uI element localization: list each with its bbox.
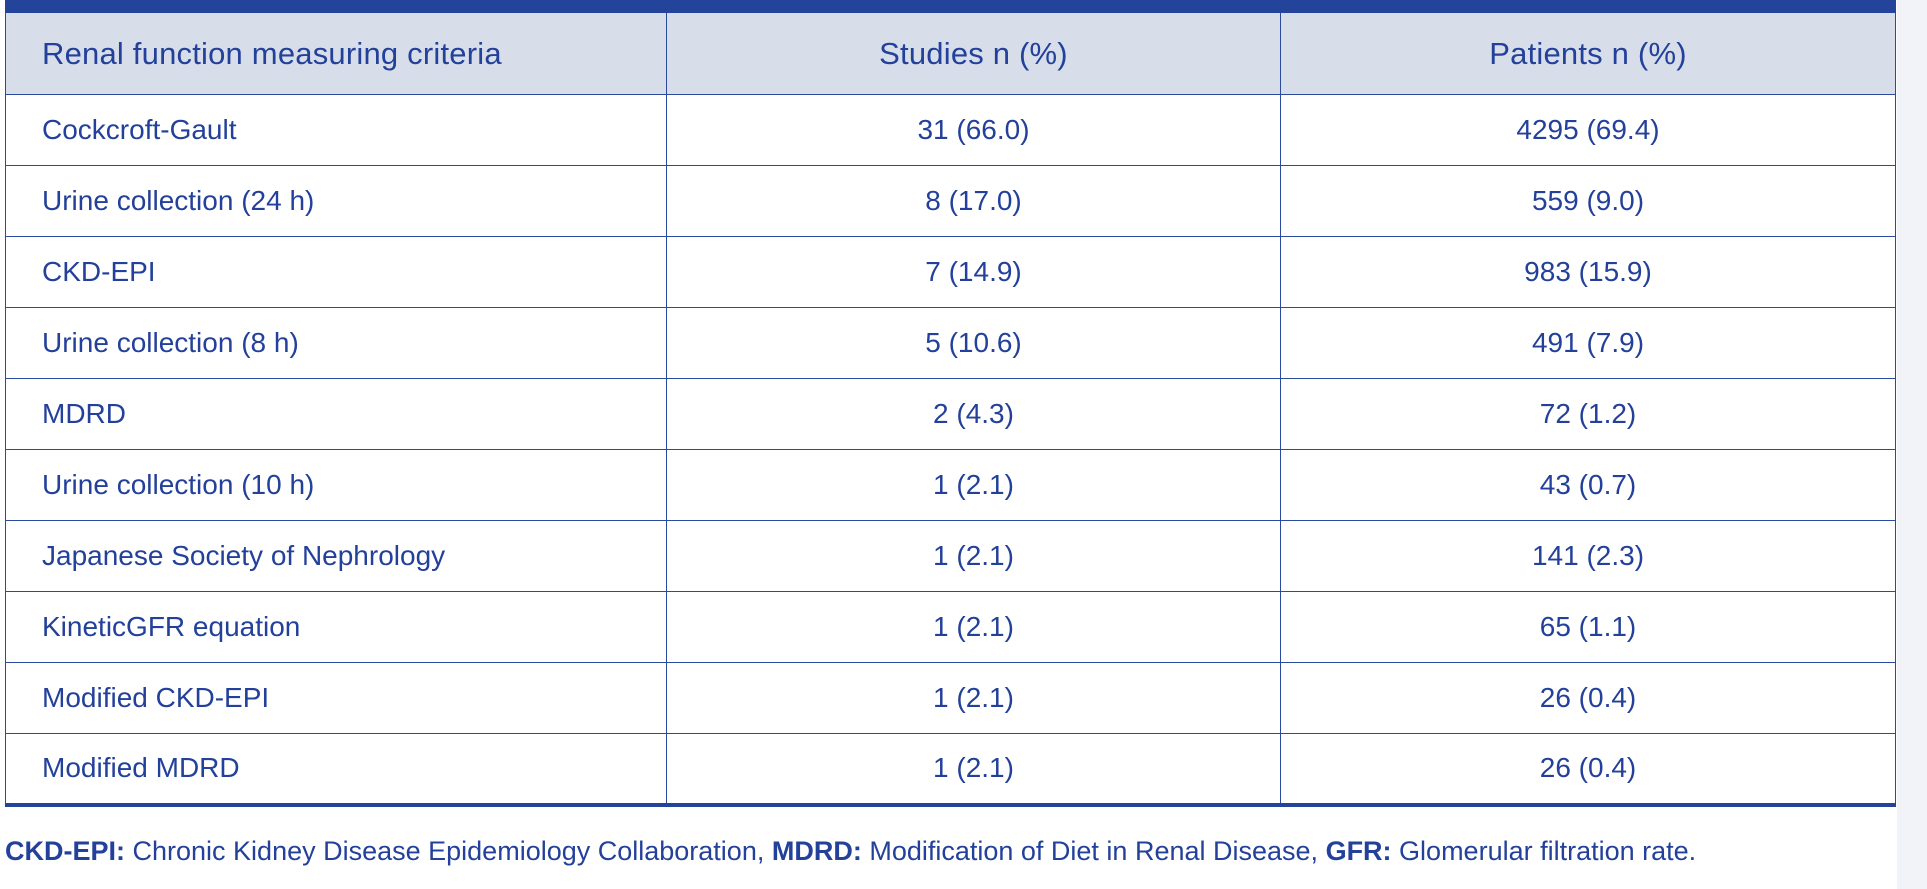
cell-criteria: CKD-EPI xyxy=(5,236,667,308)
header-studies: Studies n (%) xyxy=(666,0,1281,95)
cell-patients: 65 (1.1) xyxy=(1280,591,1896,663)
table-row: CKD-EPI 7 (14.9) 983 (15.9) xyxy=(5,236,1896,308)
table-row: MDRD 2 (4.3) 72 (1.2) xyxy=(5,378,1896,450)
footnote-def-mdrd: Modification of Diet in Renal Disease, xyxy=(861,836,1326,866)
cell-criteria: MDRD xyxy=(5,378,667,450)
cell-criteria: Urine collection (24 h) xyxy=(5,165,667,237)
cell-criteria: Cockcroft-Gault xyxy=(5,94,667,166)
cell-patients: 141 (2.3) xyxy=(1280,520,1896,592)
cell-criteria: Modified MDRD xyxy=(5,733,667,807)
cell-studies: 1 (2.1) xyxy=(666,733,1281,807)
table-row: Modified MDRD 1 (2.1) 26 (0.4) xyxy=(5,733,1896,807)
cell-patients: 4295 (69.4) xyxy=(1280,94,1896,166)
cell-criteria: Modified CKD-EPI xyxy=(5,662,667,734)
cell-patients: 26 (0.4) xyxy=(1280,733,1896,807)
table-row: KineticGFR equation 1 (2.1) 65 (1.1) xyxy=(5,591,1896,663)
table-row: Urine collection (10 h) 1 (2.1) 43 (0.7) xyxy=(5,449,1896,521)
cell-patients: 72 (1.2) xyxy=(1280,378,1896,450)
cell-studies: 1 (2.1) xyxy=(666,662,1281,734)
cell-studies: 1 (2.1) xyxy=(666,591,1281,663)
cell-patients: 26 (0.4) xyxy=(1280,662,1896,734)
table-row: Japanese Society of Nephrology 1 (2.1) 1… xyxy=(5,520,1896,592)
cell-criteria: Urine collection (8 h) xyxy=(5,307,667,379)
cell-studies: 1 (2.1) xyxy=(666,449,1281,521)
cell-studies: 1 (2.1) xyxy=(666,520,1281,592)
cell-studies: 7 (14.9) xyxy=(666,236,1281,308)
table-row: Urine collection (8 h) 5 (10.6) 491 (7.9… xyxy=(5,307,1896,379)
results-table-container: Renal function measuring criteria Studie… xyxy=(5,0,1896,807)
cell-patients: 43 (0.7) xyxy=(1280,449,1896,521)
cell-studies: 2 (4.3) xyxy=(666,378,1281,450)
footnote-abbr-mdrd: MDRD: xyxy=(771,836,862,866)
footnote-def-ckd-epi: Chronic Kidney Disease Epidemiology Coll… xyxy=(125,836,772,866)
cell-patients: 491 (7.9) xyxy=(1280,307,1896,379)
cell-studies: 8 (17.0) xyxy=(666,165,1281,237)
cell-patients: 983 (15.9) xyxy=(1280,236,1896,308)
cell-patients: 559 (9.0) xyxy=(1280,165,1896,237)
header-criteria: Renal function measuring criteria xyxy=(5,0,667,95)
page-margin-strip xyxy=(1897,0,1927,889)
cell-criteria: Urine collection (10 h) xyxy=(5,449,667,521)
cell-studies: 31 (66.0) xyxy=(666,94,1281,166)
renal-function-table: Renal function measuring criteria Studie… xyxy=(5,0,1896,807)
cell-studies: 5 (10.6) xyxy=(666,307,1281,379)
table-footnote: CKD-EPI: Chronic Kidney Disease Epidemio… xyxy=(5,836,1895,867)
cell-criteria: KineticGFR equation xyxy=(5,591,667,663)
footnote-abbr-ckd-epi: CKD-EPI: xyxy=(5,836,125,866)
table-row: Modified CKD-EPI 1 (2.1) 26 (0.4) xyxy=(5,662,1896,734)
table-header-row: Renal function measuring criteria Studie… xyxy=(5,0,1896,95)
table-row: Cockcroft-Gault 31 (66.0) 4295 (69.4) xyxy=(5,94,1896,166)
footnote-def-gfr: Glomerular filtration rate. xyxy=(1391,836,1697,866)
table-row: Urine collection (24 h) 8 (17.0) 559 (9.… xyxy=(5,165,1896,237)
cell-criteria: Japanese Society of Nephrology xyxy=(5,520,667,592)
header-patients: Patients n (%) xyxy=(1280,0,1896,95)
footnote-abbr-gfr: GFR: xyxy=(1325,836,1392,866)
